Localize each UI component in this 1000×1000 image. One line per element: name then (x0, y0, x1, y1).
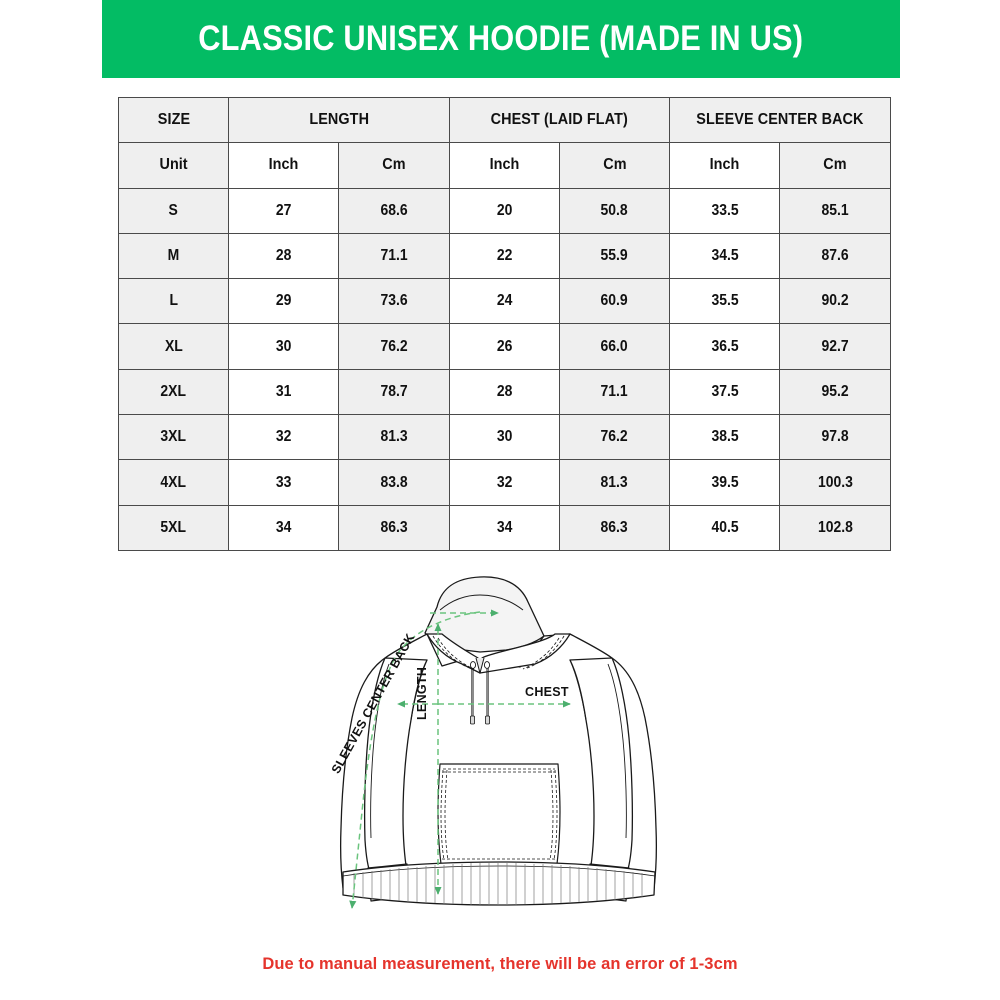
cell-size: L (118, 278, 229, 325)
page-title: CLASSIC UNISEX HOODIE (MADE IN US) (198, 19, 804, 58)
unit-header-sleeve-inch: Inch (669, 142, 781, 189)
table-row: XL 30 76.2 26 66.0 36.5 92.7 (118, 323, 891, 370)
size-chart-table: SIZE LENGTH CHEST (LAID FLAT) SLEEVE CEN… (118, 96, 891, 551)
length-measurement-label: LENGTH (415, 666, 429, 720)
table-row: 3XL 32 81.3 30 76.2 38.5 97.8 (118, 414, 891, 461)
cell-sleeve-inch: 33.5 (669, 187, 781, 234)
cell-length-cm: 86.3 (338, 504, 450, 551)
cell-length-inch: 32 (227, 414, 340, 461)
cell-chest-inch: 24 (448, 278, 560, 325)
cell-chest-inch: 28 (448, 368, 560, 416)
cell-chest-inch: 22 (448, 232, 560, 280)
cell-length-cm: 73.6 (338, 278, 450, 325)
unit-header-sleeve-cm: Cm (779, 142, 891, 189)
cell-sleeve-cm: 90.2 (779, 278, 891, 325)
cell-chest-cm: 86.3 (558, 504, 671, 551)
cell-length-inch: 28 (227, 232, 340, 280)
cell-length-inch: 33 (227, 459, 340, 506)
cell-size: XL (118, 323, 229, 370)
cell-chest-inch: 34 (448, 504, 560, 551)
cell-size: 3XL (118, 414, 229, 461)
cell-chest-inch: 26 (448, 323, 560, 370)
table-row: 4XL 33 83.8 32 81.3 39.5 100.3 (118, 459, 891, 506)
sleeve-guide-line (349, 611, 481, 909)
cell-chest-inch: 20 (448, 187, 560, 234)
cell-chest-cm: 55.9 (558, 232, 671, 280)
cell-length-cm: 68.6 (338, 187, 450, 234)
cell-sleeve-inch: 37.5 (669, 368, 781, 416)
unit-header-chest-cm: Cm (558, 142, 671, 189)
unit-header-length-cm: Cm (338, 142, 450, 189)
cell-sleeve-inch: 36.5 (669, 323, 781, 370)
cell-length-inch: 34 (227, 504, 340, 551)
cell-length-inch: 30 (227, 323, 340, 370)
cell-length-cm: 78.7 (338, 368, 450, 416)
table-unit-header-row: Unit Inch Cm Inch Cm Inch Cm (118, 142, 891, 189)
cell-chest-cm: 76.2 (558, 414, 671, 461)
cell-sleeve-cm: 95.2 (779, 368, 891, 416)
table-row: 2XL 31 78.7 28 71.1 37.5 95.2 (118, 368, 891, 416)
table-row: 5XL 34 86.3 34 86.3 40.5 102.8 (118, 504, 891, 551)
size-chart-table-container: SIZE LENGTH CHEST (LAID FLAT) SLEEVE CEN… (118, 96, 891, 551)
cell-sleeve-inch: 39.5 (669, 459, 781, 506)
hoodie-garment-outline (339, 576, 658, 906)
unit-header-chest-inch: Inch (448, 142, 560, 189)
cell-chest-cm: 50.8 (558, 187, 671, 234)
cell-length-inch: 27 (227, 187, 340, 234)
table-group-header-row: SIZE LENGTH CHEST (LAID FLAT) SLEEVE CEN… (118, 96, 891, 144)
cell-sleeve-cm: 85.1 (779, 187, 891, 234)
cell-chest-inch: 30 (448, 414, 560, 461)
unit-header-length-inch: Inch (227, 142, 340, 189)
cell-chest-cm: 60.9 (558, 278, 671, 325)
cell-sleeve-cm: 100.3 (779, 459, 891, 506)
chest-measurement-label: CHEST (525, 685, 569, 699)
column-group-length: LENGTH (228, 96, 450, 144)
cell-sleeve-cm: 87.6 (779, 232, 891, 280)
cell-size: S (118, 187, 229, 234)
table-row: S 27 68.6 20 50.8 33.5 85.1 (118, 187, 891, 234)
cell-chest-inch: 32 (448, 459, 560, 506)
cell-length-cm: 83.8 (338, 459, 450, 506)
cell-sleeve-cm: 92.7 (779, 323, 891, 370)
cell-chest-cm: 71.1 (558, 368, 671, 416)
unit-header-size: Unit (118, 142, 229, 189)
cell-sleeve-inch: 40.5 (669, 504, 781, 551)
measurement-disclaimer-note: Due to manual measurement, there will be… (262, 955, 738, 973)
table-row: M 28 71.1 22 55.9 34.5 87.6 (118, 232, 891, 280)
size-chart-table-body: S 27 68.6 20 50.8 33.5 85.1 M 28 71.1 22 55.9 34.5 87… (118, 187, 891, 551)
cell-length-cm: 76.2 (338, 323, 450, 370)
cell-chest-cm: 66.0 (558, 323, 671, 370)
column-group-chest: CHEST (LAID FLAT) (448, 96, 671, 144)
cell-length-inch: 29 (227, 278, 340, 325)
cell-sleeve-inch: 35.5 (669, 278, 781, 325)
cell-sleeve-inch: 34.5 (669, 232, 781, 280)
column-group-sleeve: SLEEVE CENTER BACK (669, 96, 891, 144)
cell-sleeve-cm: 97.8 (779, 414, 891, 461)
cell-size: 4XL (118, 459, 229, 506)
cell-sleeve-cm: 102.8 (779, 504, 891, 551)
cell-sleeve-inch: 38.5 (669, 414, 781, 461)
cell-size: M (118, 232, 229, 280)
cell-length-inch: 31 (227, 368, 340, 416)
cell-chest-cm: 81.3 (558, 459, 671, 506)
cell-length-cm: 81.3 (338, 414, 450, 461)
hoodie-measurement-diagram (330, 572, 670, 922)
cell-size: 2XL (118, 368, 229, 416)
column-group-size: SIZE (118, 96, 229, 144)
cell-length-cm: 71.1 (338, 232, 450, 280)
table-row: L 29 73.6 24 60.9 35.5 90.2 (118, 278, 891, 325)
title-banner: CLASSIC UNISEX HOODIE (MADE IN US) (102, 0, 900, 78)
measurement-guides (349, 609, 571, 909)
cell-size: 5XL (118, 504, 229, 551)
